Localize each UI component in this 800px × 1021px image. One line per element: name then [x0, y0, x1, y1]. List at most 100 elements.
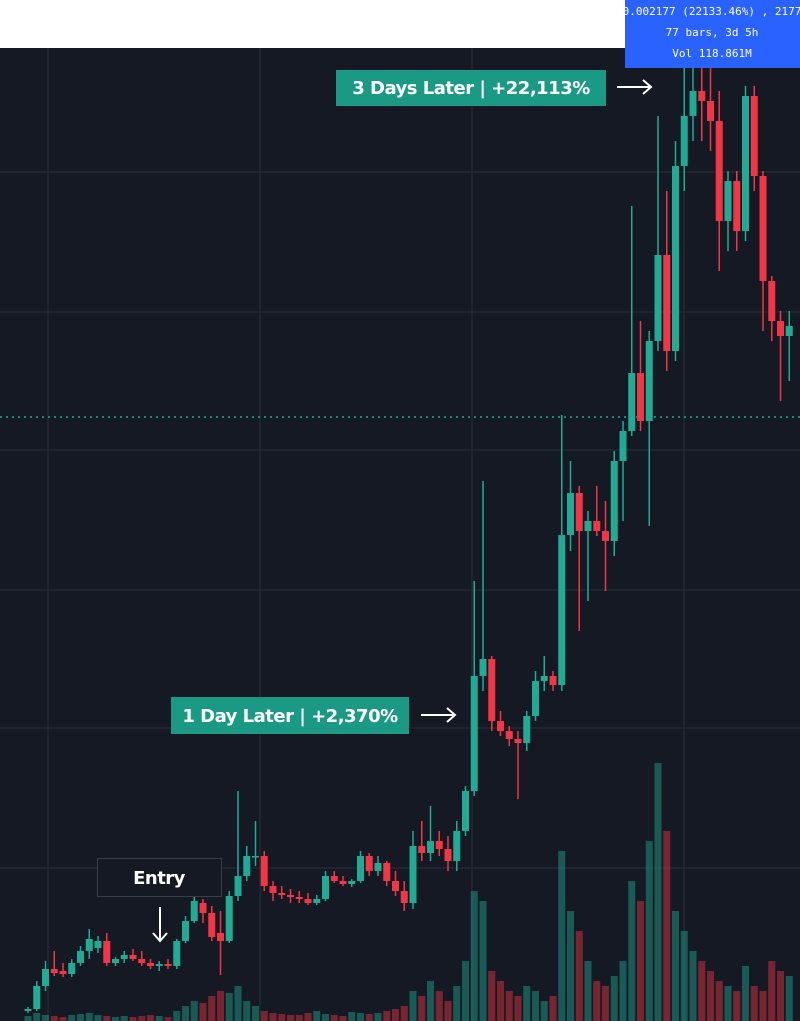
- candles: [24, 61, 793, 1013]
- candle-body: [435, 841, 443, 849]
- volume-bar: [322, 1014, 329, 1021]
- candle-body: [462, 791, 469, 831]
- volume-bar: [645, 841, 653, 1021]
- candle-body: [479, 659, 487, 676]
- volume-bar: [269, 1013, 277, 1021]
- volume-bar: [724, 986, 732, 1021]
- volume-bar: [68, 1015, 76, 1021]
- volume-bar: [453, 986, 461, 1021]
- volume-bar: [330, 1015, 338, 1021]
- volume-bar: [217, 991, 224, 1021]
- volume-bar: [602, 986, 609, 1021]
- candle-body: [619, 431, 627, 461]
- candle-body: [707, 101, 714, 121]
- volume-bar: [234, 986, 242, 1021]
- candle-body: [575, 493, 583, 531]
- candle-body: [654, 255, 662, 341]
- candle-body: [514, 739, 522, 743]
- volume-bar: [103, 1016, 111, 1021]
- candle-body: [94, 941, 102, 948]
- volume-bar: [357, 1013, 364, 1021]
- candle-body: [208, 913, 216, 937]
- candle-body: [365, 856, 373, 871]
- volume-bar: [742, 966, 749, 1021]
- volume-bar: [164, 1017, 172, 1021]
- volume-bar: [138, 1016, 146, 1021]
- candle-body: [225, 896, 233, 941]
- volume-bar: [785, 976, 793, 1021]
- candle-body: [645, 341, 653, 421]
- candle-body: [742, 96, 749, 231]
- candle-body: [243, 856, 251, 876]
- volume-bar: [698, 961, 706, 1021]
- volume-bar: [182, 1006, 189, 1021]
- volume-bar: [313, 1011, 321, 1021]
- info-text: 0.002177 (22133.46%) , 2177: [623, 5, 800, 18]
- candle-body: [567, 493, 574, 535]
- volume-bars: [24, 763, 793, 1021]
- volume-bar: [427, 981, 434, 1021]
- volume-bar: [540, 1001, 548, 1021]
- candle-body: [252, 856, 259, 858]
- candle-body: [453, 831, 461, 861]
- volume-bar: [470, 891, 478, 1021]
- candle-body: [427, 841, 434, 853]
- candle-body: [24, 1009, 32, 1011]
- candle-body: [785, 326, 793, 336]
- candle-body: [234, 876, 242, 896]
- candle-body: [50, 969, 58, 973]
- volume-bar: [435, 991, 443, 1021]
- volume-bar: [147, 1015, 154, 1021]
- candle-body: [164, 964, 172, 966]
- candle-body: [287, 895, 294, 897]
- candle-body: [322, 876, 329, 899]
- volume-bar: [707, 971, 714, 1021]
- candle-body: [190, 901, 198, 921]
- annotation: 1 Day Later | +2,370%: [182, 706, 398, 727]
- volume-bar: [225, 993, 233, 1021]
- candle-body: [77, 951, 84, 963]
- volume-bar: [85, 1013, 93, 1021]
- volume-bar: [514, 996, 522, 1021]
- volume-bar: [532, 991, 539, 1021]
- volume-bar: [199, 1003, 207, 1021]
- candle-body: [497, 721, 504, 731]
- candle-body: [42, 969, 49, 986]
- arrow: [152, 907, 168, 943]
- volume-bar: [112, 1017, 119, 1021]
- candle-body: [610, 461, 618, 541]
- candle-body: [147, 963, 154, 966]
- volume-bar: [672, 911, 679, 1021]
- candle-body: [470, 676, 478, 791]
- volume-bar: [462, 961, 469, 1021]
- volume-bar: [575, 931, 583, 1021]
- candle-body: [689, 91, 697, 116]
- candle-body: [628, 373, 636, 431]
- candle-body: [112, 959, 119, 963]
- annotation-box: [336, 70, 606, 106]
- volume-bar: [409, 991, 417, 1021]
- volume-bar: [50, 1016, 58, 1021]
- candle-body: [724, 181, 732, 221]
- info-box: [625, 0, 800, 68]
- volume-bar: [339, 1016, 347, 1021]
- candle-body: [357, 856, 364, 881]
- volume-bar: [549, 996, 557, 1021]
- candle-body: [777, 321, 784, 336]
- candle-body: [260, 856, 268, 886]
- candle-body: [182, 921, 189, 941]
- volume-bar: [505, 991, 513, 1021]
- volume-bar: [42, 1015, 49, 1021]
- candle-body: [383, 863, 391, 881]
- candle-body: [663, 255, 671, 351]
- volume-bar: [243, 1001, 251, 1021]
- candle-body: [750, 96, 758, 176]
- candle-body: [173, 941, 181, 966]
- info-text: Vol 118.861M: [672, 47, 752, 60]
- annotation-box: [97, 858, 222, 897]
- candle-body: [715, 121, 723, 221]
- volume-bar: [129, 1017, 137, 1021]
- candle-body: [593, 521, 601, 531]
- volume-bar: [759, 991, 767, 1021]
- volume-bar: [383, 1011, 391, 1021]
